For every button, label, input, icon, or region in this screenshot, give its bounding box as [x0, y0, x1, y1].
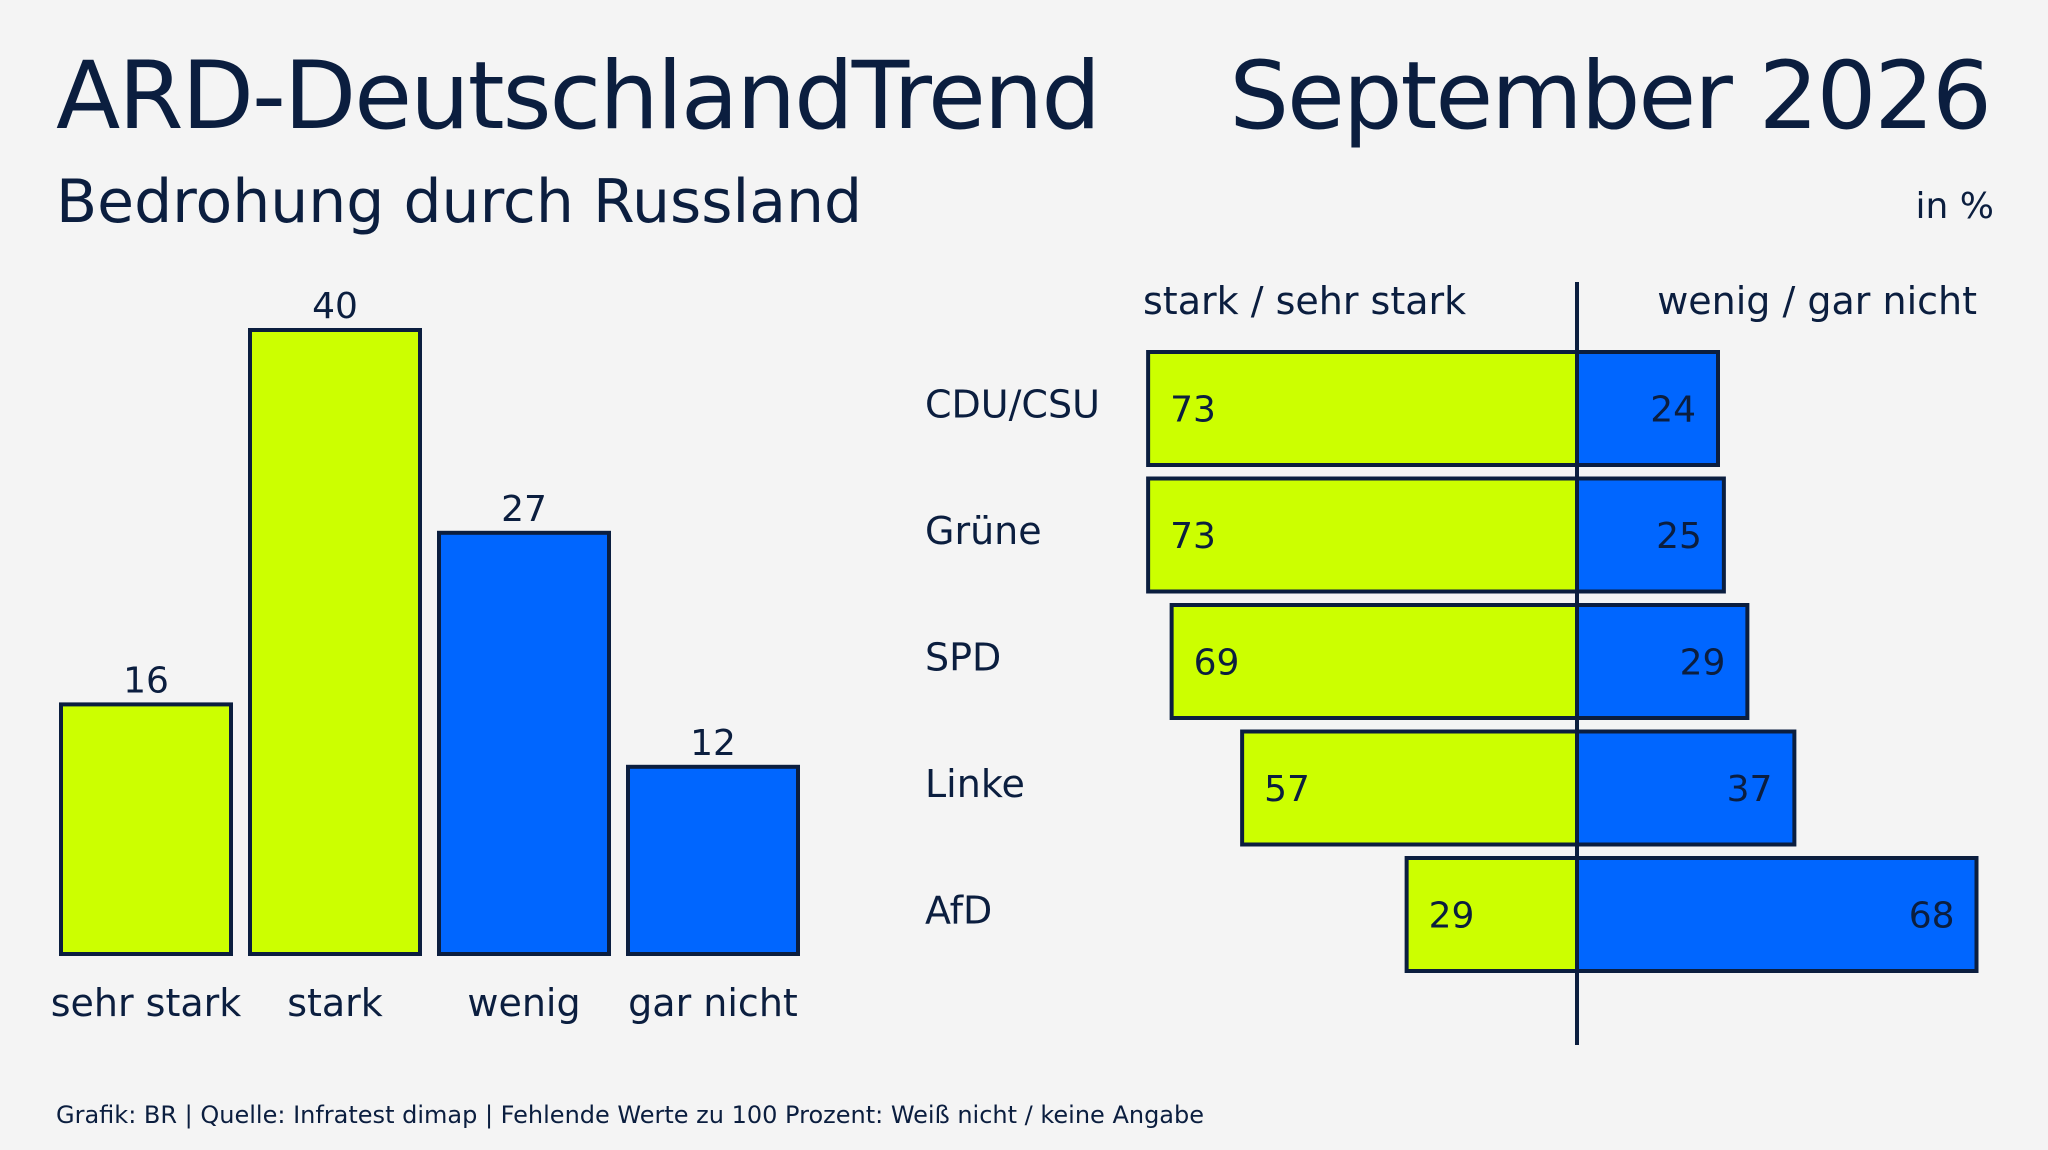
bar	[1146, 476, 1579, 594]
legend-label: wenig / gar nicht	[1657, 279, 1977, 323]
data-label: 16	[123, 660, 169, 701]
bar	[437, 530, 611, 956]
data-label: 27	[501, 489, 547, 530]
data-label: 24	[1650, 390, 1696, 431]
category-label: stark	[287, 981, 383, 1025]
bar	[1575, 603, 1750, 720]
survey-date: September 2026	[1229, 42, 1992, 151]
legend-label: stark / sehr stark	[1143, 279, 1466, 323]
overall-bar-chart: 16 sehr stark 40 stark 27 wenig 12 gar nicht	[51, 286, 800, 1025]
page-subtitle: Bedrohung durch Russland	[56, 167, 863, 237]
data-label: 12	[690, 723, 736, 764]
data-label: 57	[1264, 769, 1310, 810]
party-diverging-bar-chart: stark / sehr stark wenig / gar nicht CDU/C…	[925, 279, 1979, 1045]
category-label: sehr stark	[51, 981, 242, 1025]
page-title: ARD-DeutschlandTrend	[56, 42, 1101, 151]
category-label: SPD	[925, 636, 1001, 680]
category-label: Grüne	[925, 509, 1042, 553]
category-label: wenig	[467, 981, 580, 1025]
data-label: 73	[1170, 390, 1216, 431]
bar	[59, 702, 233, 957]
category-label: gar nicht	[628, 981, 798, 1025]
data-label: 37	[1727, 769, 1773, 810]
bar	[1169, 603, 1579, 720]
data-label: 29	[1680, 643, 1726, 684]
bar	[1575, 856, 1979, 973]
data-label: 29	[1429, 896, 1475, 937]
data-label: 69	[1194, 643, 1240, 684]
category-label: Linke	[925, 762, 1025, 806]
data-label: 25	[1656, 516, 1702, 557]
category-label: CDU/CSU	[925, 383, 1100, 427]
bar	[1146, 350, 1579, 467]
data-label: 73	[1170, 516, 1216, 557]
bar	[626, 764, 800, 956]
source-note: Grafik: BR | Quelle: Infratest dimap | F…	[56, 1101, 1205, 1129]
unit-label: in %	[1915, 186, 1994, 227]
bar	[1240, 729, 1579, 847]
category-label: AfD	[925, 889, 992, 933]
data-label: 68	[1909, 896, 1955, 937]
data-label: 40	[312, 286, 358, 327]
bar	[248, 328, 422, 956]
bar	[1575, 350, 1720, 467]
bar	[1575, 476, 1726, 594]
